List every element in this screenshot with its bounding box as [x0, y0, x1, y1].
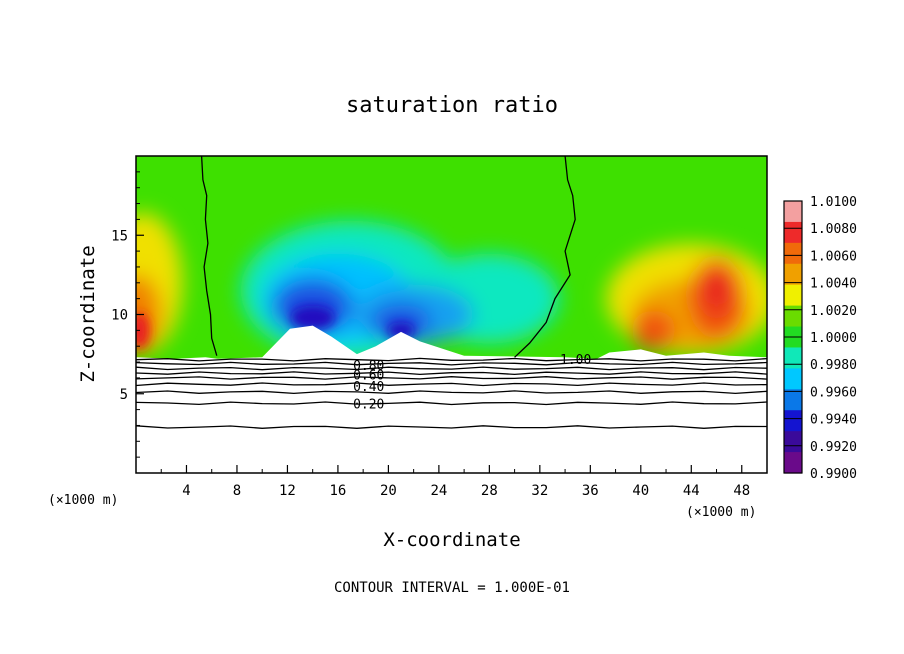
contour-interval-note: CONTOUR INTERVAL = 1.000E-01: [334, 580, 570, 596]
contour-layer-line: [136, 361, 767, 366]
contour-lines: [136, 156, 767, 429]
x-tick-label: 40: [632, 483, 649, 499]
colorbar-label: 1.0040: [810, 277, 857, 292]
contour-label: 0.60: [353, 369, 384, 384]
colorbar-swatch: [784, 368, 802, 390]
colorbar-label: 1.0000: [810, 331, 857, 346]
colorbar-swatch: [784, 347, 802, 369]
x-tick-label: 48: [733, 483, 750, 499]
colorbar-swatch: [784, 221, 802, 244]
contour-layer-line: [136, 371, 767, 376]
x-tick-label: 12: [279, 483, 296, 499]
x-tick-label: 36: [582, 483, 599, 499]
colorbar-swatch: [784, 242, 802, 265]
colorbar-swatch: [784, 284, 802, 307]
contour-layer-line: [136, 366, 767, 371]
x-tick-label: 44: [683, 483, 700, 499]
x-tick-label: 8: [233, 483, 241, 499]
colorbar-swatch: [784, 263, 802, 286]
x-unit-label: (×1000 m): [48, 493, 118, 508]
field-core: [387, 322, 416, 339]
field-blob: [702, 268, 731, 313]
colorbar-swatch: [784, 305, 802, 328]
colorbar-label: 0.9920: [810, 440, 857, 455]
x-tick-label: 20: [380, 483, 397, 499]
x-tick-label: 28: [481, 483, 498, 499]
y-axis-title: Z-coordinate: [77, 245, 99, 382]
field-cores: [136, 305, 416, 349]
colorbar-label: 0.9940: [810, 413, 857, 428]
contour-1.00-left: [200, 156, 218, 356]
x-axis: 4 8 12 16 20 24 28 32 36 40 44 48: [160, 465, 750, 499]
contour-layer-line: [136, 357, 767, 362]
field-blob: [631, 310, 676, 351]
x-tick-label: 16: [329, 483, 346, 499]
below-cloud-base: [136, 325, 767, 473]
contour-1.00-right: [514, 156, 576, 358]
x-tick-label: 32: [531, 483, 548, 499]
colorbar-swatch: [784, 389, 802, 411]
contour-layer-line: [136, 376, 767, 380]
x-tick-label: 24: [430, 483, 447, 499]
colorbar-label: 1.0100: [810, 195, 857, 210]
y-tick-label: 10: [111, 308, 128, 324]
colorbar-label: 0.9960: [810, 385, 857, 400]
field-core: [290, 305, 335, 330]
colorbar-label: 0.9980: [810, 358, 857, 373]
contour-layer-line: [136, 425, 767, 429]
y-axis: 5 10 15: [111, 171, 144, 458]
contour-layer-line: [136, 390, 767, 395]
contour-labels: 1.00 0.800.600.40 0.20: [353, 353, 591, 412]
colorbar-label: 1.0020: [810, 304, 857, 319]
field-core: [136, 312, 150, 349]
x-tick-label: 4: [182, 483, 190, 499]
colorbar-swatch: [784, 431, 802, 453]
saturation-field: [136, 156, 767, 473]
contour-label: 0.20: [353, 397, 384, 412]
colorbar-swatch: [784, 452, 802, 474]
x-unit-label-right: (×1000 m): [686, 505, 756, 520]
chart-title: saturation ratio: [346, 93, 558, 118]
contour-label: 0.80: [353, 359, 384, 374]
contour-layer-line: [136, 401, 767, 406]
colorbar-swatch: [784, 410, 802, 432]
colorbar-label: 0.9900: [810, 467, 857, 482]
colorbar-label: 1.0080: [810, 222, 857, 237]
contour-label: 1.00: [560, 353, 591, 368]
colorbar: 1.0100 1.0080 1.0060 1.0040 1.0020 1.0000 0.99…: [783, 195, 857, 482]
x-axis-title: X-coordinate: [383, 529, 520, 551]
contour-layer-line: [136, 382, 767, 387]
colorbar-label: 1.0060: [810, 249, 857, 264]
y-tick-label: 5: [120, 387, 128, 403]
contour-label: 0.40: [353, 380, 384, 395]
colorbar-swatch: [784, 201, 802, 223]
y-tick-label: 15: [111, 228, 128, 244]
